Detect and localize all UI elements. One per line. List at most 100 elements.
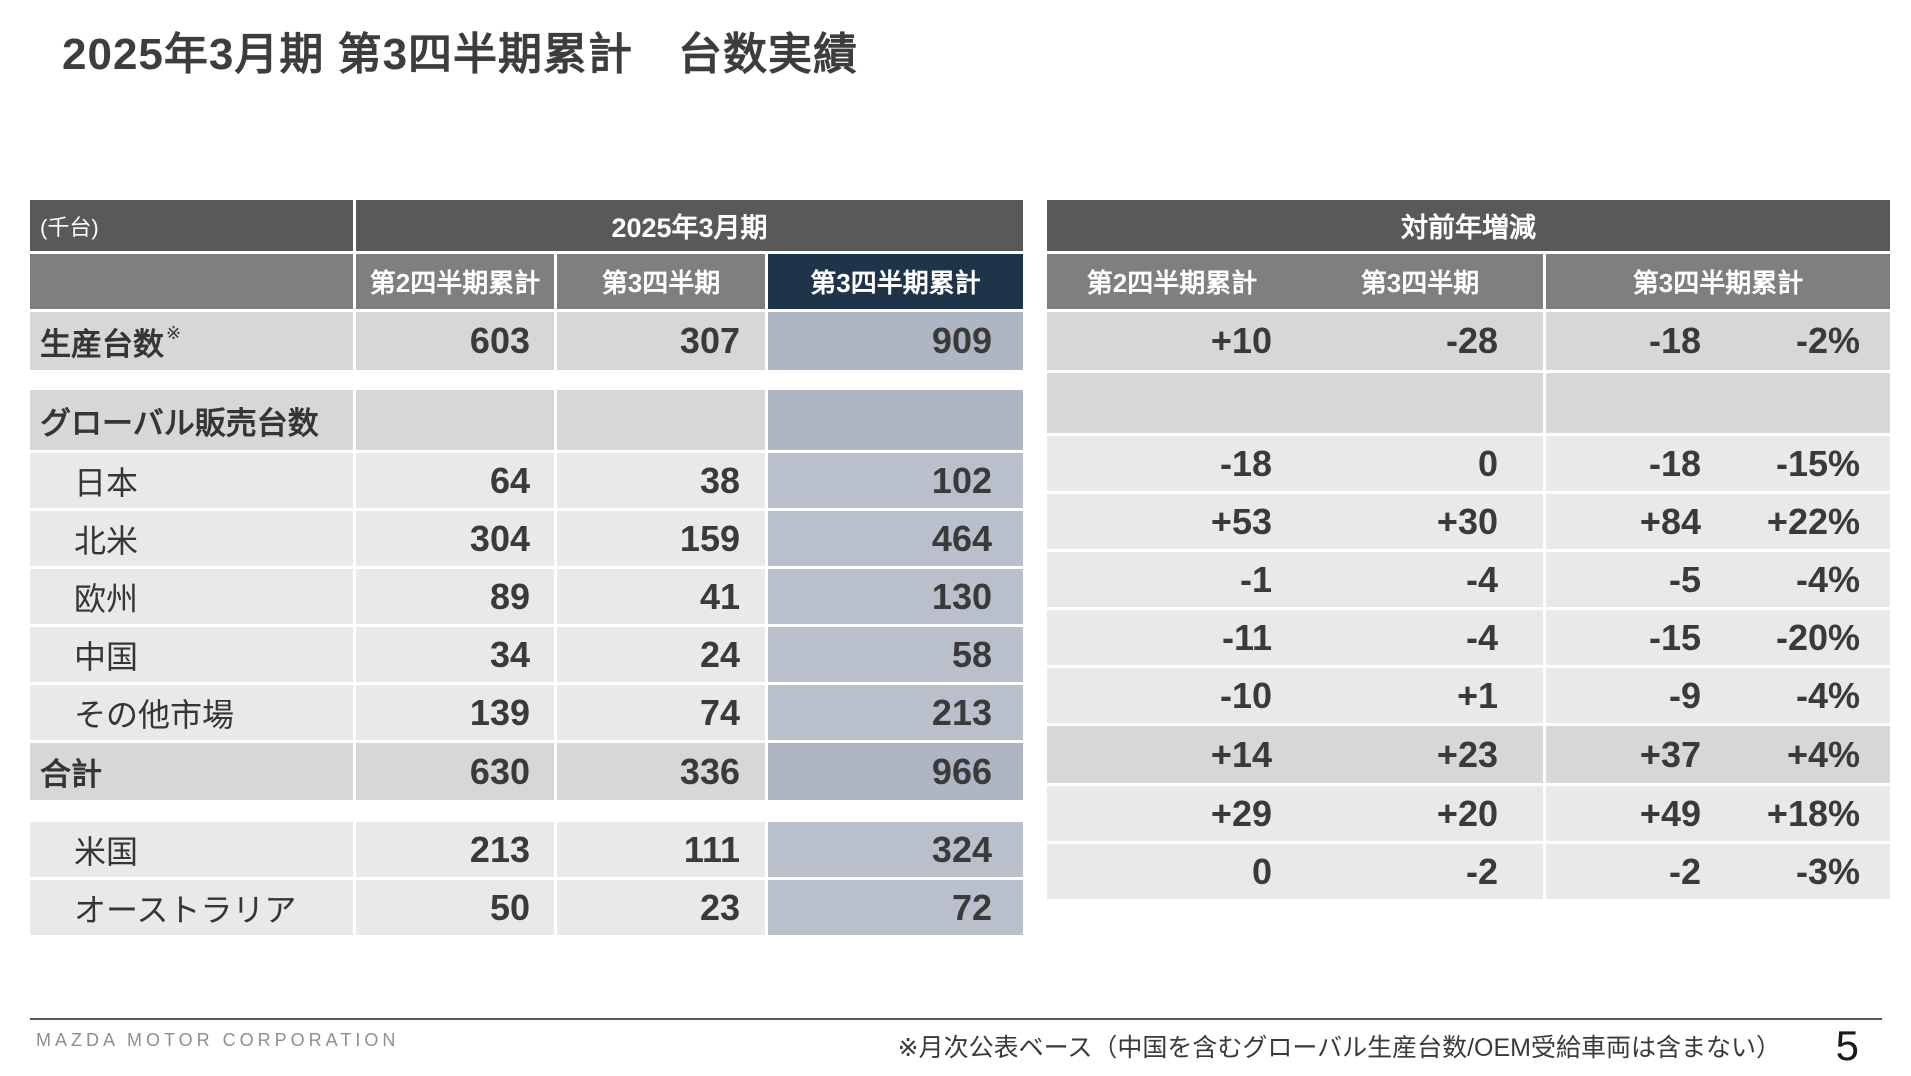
delta-cell-group: -1 -4 (1047, 552, 1543, 607)
delta-q2-value: -11 (1221, 616, 1272, 658)
delta-cell-group: +29 +20 (1047, 786, 1543, 841)
delta-row-production: +10 -28 -18 -2% (1047, 312, 1890, 370)
row-label: 北米 (30, 511, 353, 566)
table-row-china: 中国 34 24 58 (30, 627, 1023, 682)
column-header-q3: 第3四半期 (557, 254, 765, 309)
q2-value: 64 (356, 453, 554, 508)
row-label: 生産台数 ※ (30, 312, 353, 370)
page-number: 5 (1835, 1022, 1859, 1069)
delta-cum-value: -9 (1668, 674, 1701, 716)
delta-q2-value: -1 (1239, 558, 1272, 600)
row-label: 米国 (30, 822, 353, 877)
delta-cell-group: +53 +30 (1047, 494, 1543, 549)
delta-cum-value: +37 (1639, 733, 1701, 775)
page-title: 2025年3月期 第3四半期累計 台数実績 (62, 30, 859, 79)
q3cum-value: 213 (768, 685, 1023, 740)
delta-q2-value: -10 (1219, 674, 1272, 716)
delta-cum-value: -18 (1648, 442, 1701, 484)
right-table-subheader-row: 第2四半期累計 第3四半期 第3四半期累計 (1047, 254, 1890, 309)
delta-cum-value: -18 (1648, 320, 1701, 361)
subheader-q2-q3-group: 第2四半期累計 第3四半期 (1047, 254, 1543, 309)
delta-row-global-sales (1047, 373, 1890, 433)
delta-q3-value: +23 (1436, 733, 1498, 775)
footnote-marker: ※ (166, 322, 182, 343)
delta-pct-value: -3% (1795, 850, 1860, 892)
right-table: 対前年増減 第2四半期累計 第3四半期 第3四半期累計 +10 -28 -18 … (1047, 200, 1890, 902)
delta-cum-value: +84 (1639, 500, 1701, 542)
delta-cell-group: 0 -2 (1047, 844, 1543, 899)
q3-value: 159 (557, 511, 765, 566)
q3-value: 24 (557, 627, 765, 682)
table-row-production: 生産台数 ※ 603 307 909 (30, 312, 1023, 370)
delta-cell-group: +84 +22% (1546, 494, 1890, 549)
delta-cell-group: -18 -15% (1546, 436, 1890, 491)
delta-pct-value: -20% (1775, 616, 1860, 658)
q3-value (557, 390, 765, 450)
q3cum-value: 966 (768, 743, 1023, 800)
q3cum-value: 72 (768, 880, 1023, 935)
table-row-north-america: 北米 304 159 464 (30, 511, 1023, 566)
delta-row-north-america: +53 +30 +84 +22% (1047, 494, 1890, 549)
delta-cell-group: +37 +4% (1546, 726, 1890, 783)
delta-q3-value: -2 (1465, 850, 1498, 892)
q3-value: 23 (557, 880, 765, 935)
delta-cell-group (1047, 373, 1543, 433)
delta-cell-group: -5 -4% (1546, 552, 1890, 607)
column-header-delta-q2cum: 第2四半期累計 (1086, 268, 1258, 298)
q2-value: 139 (356, 685, 554, 740)
delta-cell-group: +14 +23 (1047, 726, 1543, 783)
column-header-delta-q3: 第3四半期 (1360, 268, 1480, 298)
delta-cell-group: -9 -4% (1546, 668, 1890, 723)
delta-q3-value: -4 (1465, 616, 1498, 658)
delta-pct-value: -15% (1775, 442, 1860, 484)
delta-q3-value: 0 (1477, 442, 1498, 484)
delta-row-usa: +29 +20 +49 +18% (1047, 786, 1890, 841)
q3-value: 111 (557, 822, 765, 877)
unit-label: (千台) (30, 200, 353, 251)
row-label: グローバル販売台数 (30, 390, 353, 450)
delta-row-china: -11 -4 -15 -20% (1047, 610, 1890, 665)
delta-cell-group: -2 -3% (1546, 844, 1890, 899)
q2-value: 603 (356, 312, 554, 370)
left-table-title: 2025年3月期 (356, 200, 1023, 251)
delta-q3-value: +1 (1456, 674, 1498, 716)
delta-cell-group (1546, 373, 1890, 433)
right-table-title: 対前年増減 (1047, 200, 1890, 251)
row-label: 合計 (30, 743, 353, 800)
q3-value: 38 (557, 453, 765, 508)
footer-divider (30, 1018, 1882, 1020)
delta-cell-group: +10 -28 (1047, 312, 1543, 370)
table-row-total: 合計 630 336 966 (30, 743, 1023, 800)
delta-cum-value: +49 (1639, 792, 1701, 834)
right-table-header-row: 対前年増減 (1047, 200, 1890, 251)
q2-value: 34 (356, 627, 554, 682)
row-label: 日本 (30, 453, 353, 508)
q2-value: 89 (356, 569, 554, 624)
delta-pct-value: +18% (1766, 792, 1860, 834)
subheader-spacer (30, 254, 353, 309)
column-header-delta-q3cum: 第3四半期累計 (1632, 268, 1804, 298)
q3cum-value: 58 (768, 627, 1023, 682)
row-label: オーストラリア (30, 880, 353, 935)
q3cum-value: 324 (768, 822, 1023, 877)
delta-cell-group: -18 0 (1047, 436, 1543, 491)
q2-value: 50 (356, 880, 554, 935)
table-row-australia: オーストラリア 50 23 72 (30, 880, 1023, 935)
table-row-europe: 欧州 89 41 130 (30, 569, 1023, 624)
q3-value: 41 (557, 569, 765, 624)
delta-pct-value: +4% (1786, 733, 1860, 775)
delta-q2-value: -18 (1219, 442, 1272, 484)
delta-q2-value: +53 (1210, 500, 1272, 542)
row-label: 欧州 (30, 569, 353, 624)
table-row-usa: 米国 213 111 324 (30, 822, 1023, 877)
delta-cell-group: -18 -2% (1546, 312, 1890, 370)
footnote: ※月次公表ベース（中国を含むグローバル生産台数/OEM受給車両は含まない） (897, 1034, 1781, 1062)
q3cum-value (768, 390, 1023, 450)
q2-value: 304 (356, 511, 554, 566)
table-row-other-markets: その他市場 139 74 213 (30, 685, 1023, 740)
table-row-japan: 日本 64 38 102 (30, 453, 1023, 508)
column-header-q2cum: 第2四半期累計 (356, 254, 554, 309)
q3-value: 74 (557, 685, 765, 740)
q2-value: 630 (356, 743, 554, 800)
